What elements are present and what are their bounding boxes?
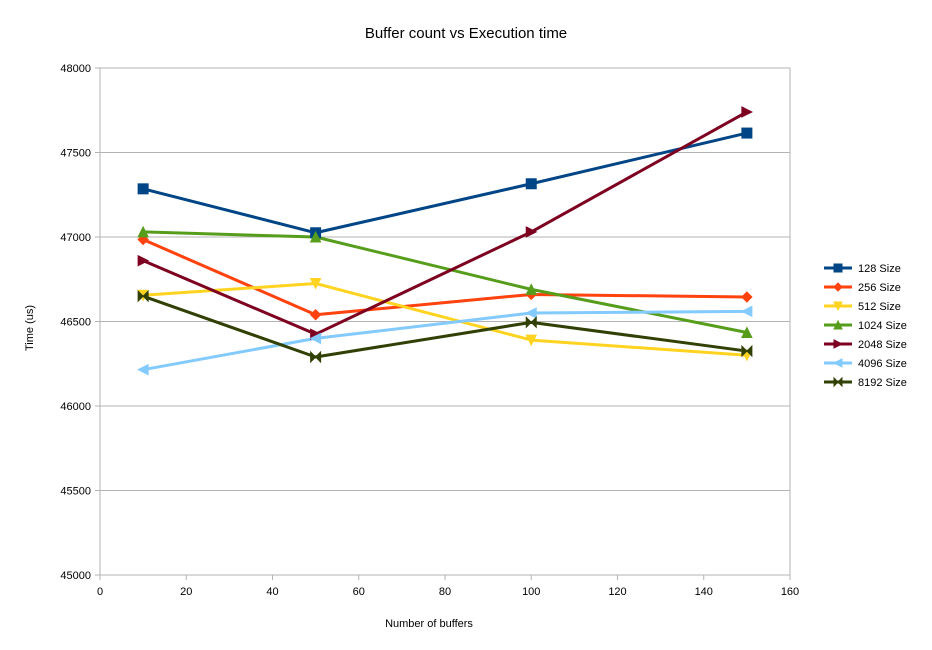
y-tick-label: 45000: [60, 570, 91, 582]
data-point-marker: [832, 358, 843, 368]
chart-title: Buffer count vs Execution time: [365, 25, 567, 42]
data-point-marker: [741, 106, 753, 118]
y-axis-label: Time (us): [24, 305, 36, 351]
legend: 128 Size 256 Size 512 Size 1024 Size 2048 Si…: [824, 263, 907, 389]
legend-item: 8192 Size: [824, 376, 907, 389]
data-point-marker: [137, 254, 150, 267]
data-point-marker: [309, 309, 322, 321]
data-point-marker: [309, 230, 322, 243]
legend-label: 256 Size: [858, 282, 901, 294]
x-tick-label: 20: [180, 586, 192, 598]
series-lines: [142, 110, 748, 372]
legend-item: 4096 Size: [824, 358, 907, 370]
y-axis-ticks: 45000 45500 46000 46500 47000 47500 48000: [60, 63, 100, 582]
legend-label: 8192 Size: [858, 377, 907, 389]
legend-item: 2048 Size: [824, 339, 907, 351]
series-line: [142, 294, 748, 359]
x-tick-label: 160: [781, 586, 799, 598]
x-tick-label: 80: [439, 586, 451, 598]
x-tick-label: 140: [695, 586, 713, 598]
data-point-marker: [137, 363, 149, 376]
data-point-marker: [137, 183, 149, 195]
data-point-marker: [525, 283, 538, 295]
x-axis-label: Number of buffers: [385, 618, 473, 630]
data-point-marker: [741, 291, 753, 303]
data-point-marker: [741, 127, 753, 139]
legend-label: 1024 Size: [858, 320, 907, 332]
data-point-marker: [741, 344, 753, 358]
y-tick-label: 46000: [60, 401, 91, 413]
x-tick-label: 0: [97, 586, 103, 598]
x-tick-label: 100: [522, 586, 540, 598]
x-tick-label: 60: [353, 586, 365, 598]
series-line: [142, 131, 748, 235]
data-point-marker: [525, 178, 537, 190]
data-point-marker: [525, 316, 537, 329]
x-tick-label: 40: [266, 586, 278, 598]
legend-label: 128 Size: [858, 263, 901, 275]
legend-item: 1024 Size: [824, 319, 907, 332]
data-point-marker: [137, 225, 149, 238]
data-point-marker: [833, 301, 843, 312]
y-tick-label: 45500: [60, 486, 91, 498]
series-line: [142, 238, 747, 317]
data-point-marker: [833, 376, 843, 388]
legend-label: 4096 Size: [858, 358, 907, 370]
y-tick-label: 46500: [60, 317, 91, 329]
legend-item: 128 Size: [824, 263, 901, 275]
data-point-marker: [525, 334, 538, 347]
x-tick-label: 120: [608, 586, 626, 598]
series-line: [143, 281, 747, 357]
data-point-marker: [309, 277, 322, 290]
data-point-marker: [833, 282, 843, 292]
x-axis-ticks: 0 20 40 60 80 100 120 140 160: [97, 575, 799, 598]
y-tick-label: 47000: [60, 232, 91, 244]
data-point-marker: [310, 350, 322, 364]
y-tick-label: 47500: [60, 148, 91, 160]
series-line: [142, 309, 747, 372]
data-point-marker: [833, 319, 843, 330]
legend-label: 512 Size: [858, 301, 901, 313]
series-line: [142, 110, 748, 336]
data-point-marker: [741, 326, 753, 338]
data-point-marker: [833, 263, 843, 273]
data-point-marker: [740, 305, 753, 318]
data-point-marker: [309, 332, 322, 345]
series-markers: [137, 106, 753, 376]
y-tick-label: 48000: [60, 63, 91, 75]
data-point-marker: [525, 226, 538, 238]
data-point-marker: [525, 307, 537, 319]
legend-item: 256 Size: [824, 282, 901, 294]
data-point-marker: [833, 339, 844, 349]
data-point-marker: [137, 289, 149, 303]
legend-item: 512 Size: [824, 301, 901, 313]
legend-label: 2048 Size: [858, 339, 907, 351]
